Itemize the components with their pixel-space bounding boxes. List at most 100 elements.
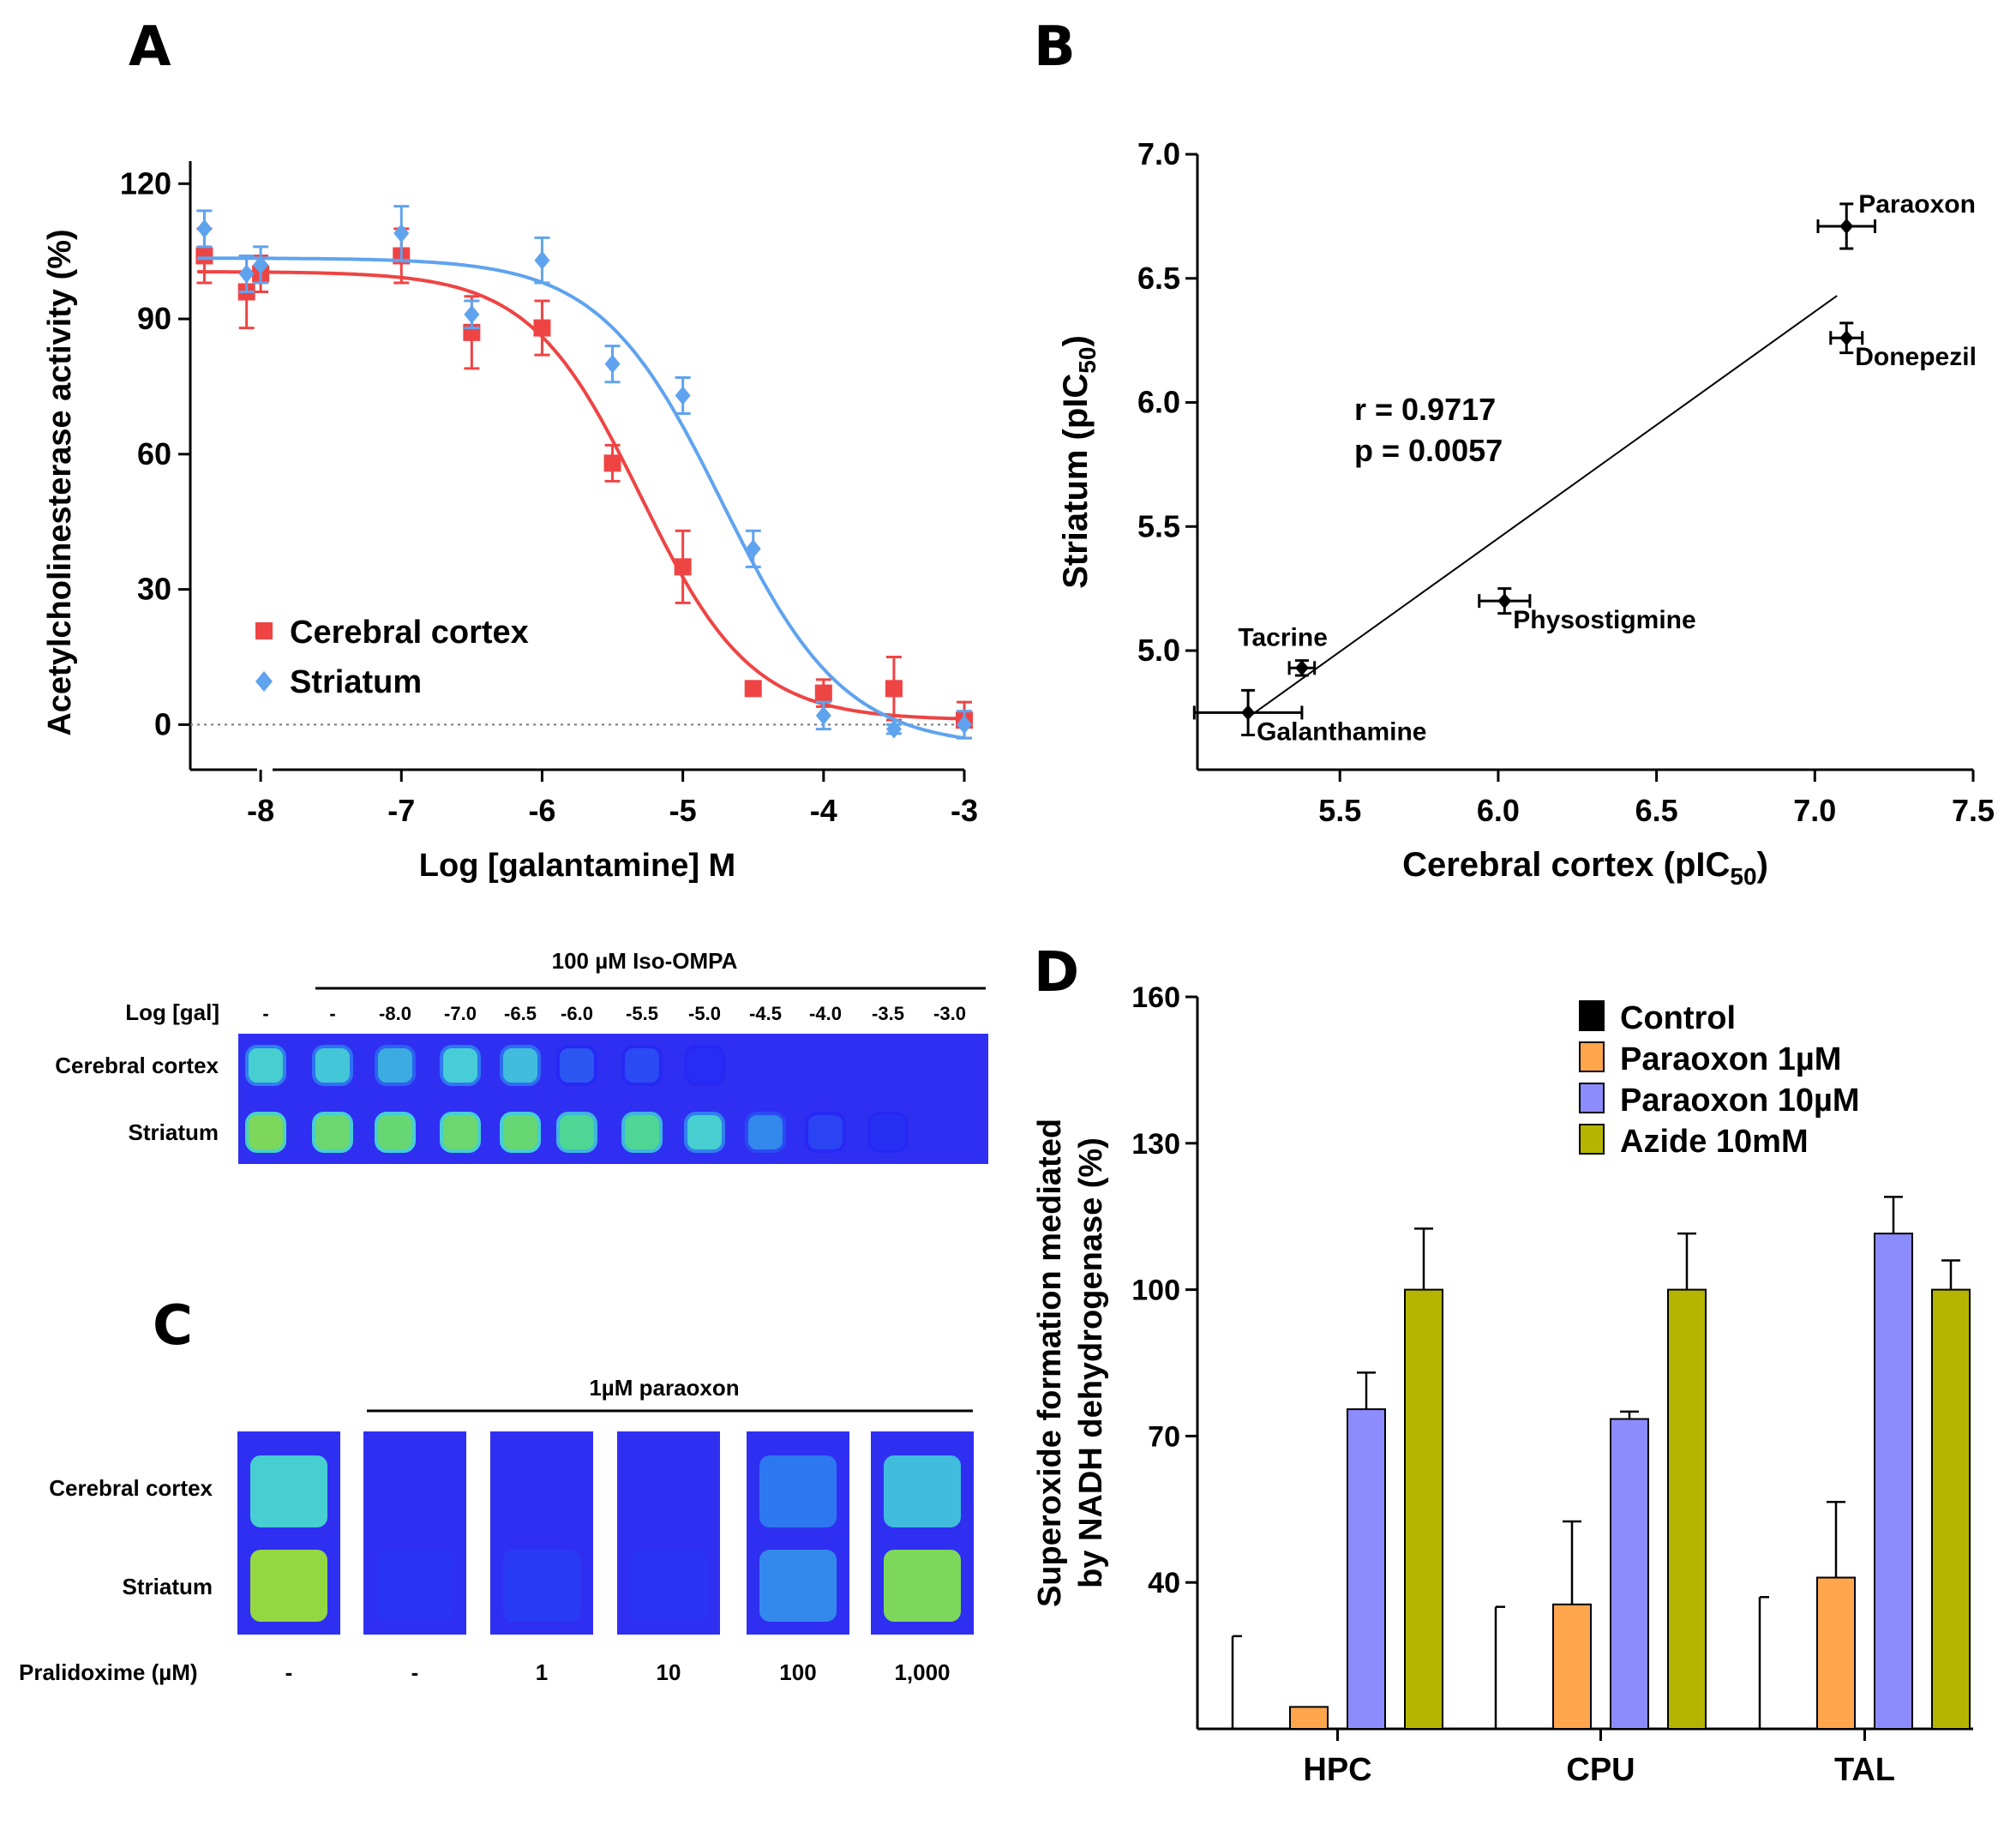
data-point-striatum: [196, 219, 213, 238]
blot1-spot: [375, 1045, 416, 1086]
blot2-spot-top: [884, 1455, 961, 1527]
blot2-spot-top: [759, 1455, 837, 1527]
x-tick-label: 7.5: [1952, 793, 1995, 828]
blot1-spot: [500, 1045, 541, 1086]
point-label-donepezil: Donepezil: [1855, 343, 1977, 371]
y-tick-label: 90: [137, 301, 171, 336]
data-point-striatum: [253, 255, 269, 274]
bar-paraoxon-1-m: [1289, 1706, 1329, 1731]
blot1-spot: [745, 1112, 786, 1153]
blot2-col-label: 100: [779, 1659, 816, 1685]
blot1-col-label: -4.5: [749, 1003, 782, 1024]
point-label-tacrine: Tacrine: [1238, 623, 1328, 651]
bar-azide-10mm: [1667, 1288, 1707, 1730]
x-axis-title: Log [galantamine] M: [419, 848, 735, 884]
y-axis-title: Acetylcholinesterase activity (%): [42, 229, 78, 735]
fit-curve-striatum: [197, 256, 963, 740]
legend-swatch-control: [1579, 1000, 1605, 1031]
data-point-striatum: [815, 705, 831, 725]
data-point-striatum: [885, 719, 902, 739]
data-point-galanthamine: [1241, 705, 1256, 721]
x-axis-title-end: ): [1757, 846, 1768, 884]
data-point-striatum: [957, 715, 972, 735]
blot1-spot: [556, 1045, 597, 1086]
blot1-spot: [684, 1112, 725, 1153]
x-axis-title-main: Cerebral cortex (pIC: [1402, 846, 1730, 884]
y-tick-label: 70: [1148, 1420, 1180, 1453]
legend-label-striatum: Striatum: [290, 664, 422, 700]
y-axis-title-end: ): [1057, 335, 1095, 346]
blot2-row-label-striatum: Striatum: [123, 1574, 213, 1599]
data-point-striatum: [238, 264, 255, 284]
data-point-striatum: [604, 354, 621, 374]
blot2-row-label-cerebral-cortex: Cerebral cortex: [49, 1475, 213, 1501]
x-tick-label: -6: [528, 793, 555, 828]
bar-paraoxon-10-m: [1347, 1408, 1386, 1730]
data-point-cerebral-cortex: [814, 684, 832, 702]
chart-d: 40 70 100 130 160 Superoxide formation mediat…: [1032, 981, 1973, 1788]
data-point-cerebral-cortex: [533, 319, 551, 337]
chart-b: 5.0 5.5 6.0 6.5 7.0 5.5 6.0 6.5 7.0 7.5 Cerebral c…: [1057, 136, 1995, 890]
data-point-striatum: [675, 386, 691, 405]
data-point-tacrine: [1294, 660, 1309, 676]
blot2-spot-bottom: [503, 1550, 580, 1622]
blot1-spot: [312, 1112, 353, 1153]
data-point-donepezil: [1839, 330, 1854, 346]
blot2-col-label: 1: [536, 1659, 548, 1685]
blot2-spot-top: [250, 1455, 327, 1527]
blot-iso-ompa: 100 µM Iso-OMPA Log [gal] - - -8.0 -7.0 -6.5 -6…: [55, 948, 988, 1164]
blot1-spot: [245, 1045, 286, 1086]
y-tick-label: 130: [1131, 1128, 1180, 1161]
blot2-spot-bottom: [759, 1550, 837, 1622]
point-label-physostigmine: Physostigmine: [1513, 606, 1695, 634]
blot2-spot-bottom: [630, 1550, 707, 1622]
blot1-membrane: [238, 1034, 988, 1164]
bar-paraoxon-1-m: [1552, 1603, 1592, 1730]
legend-swatch-azide-10mm: [1579, 1124, 1605, 1155]
blot1-spot: [500, 1112, 541, 1153]
x-tick-label: -7: [387, 793, 415, 828]
blot1-col-label: -4.0: [809, 1003, 842, 1024]
y-axis-title-sub: 50: [1074, 347, 1101, 374]
y-tick-label: 0: [154, 706, 171, 741]
panel-label-b: B: [1034, 15, 1076, 79]
blot1-spot: [245, 1112, 286, 1153]
y-tick-label: 6.0: [1137, 385, 1180, 420]
blot2-spot-bottom: [250, 1550, 327, 1622]
x-tick-label: -8: [247, 793, 274, 828]
x-tick-label: 6.0: [1477, 793, 1520, 828]
data-point-paraoxon: [1839, 218, 1854, 234]
blot1-col-label: -3.5: [872, 1003, 904, 1024]
legend-swatch-paraoxon-1-m: [1579, 1041, 1605, 1072]
blot1-spot: [312, 1045, 353, 1086]
data-point-cerebral-cortex: [744, 680, 762, 698]
blot1-spot: [867, 1112, 909, 1153]
legend-marker: [255, 671, 273, 692]
x-axis-title: Cerebral cortex (pIC50): [1402, 846, 1768, 890]
y-tick-label: 5.0: [1137, 633, 1180, 668]
blot1-col-label: -8.0: [379, 1003, 411, 1024]
y-tick-label: 5.5: [1137, 508, 1180, 543]
y-tick-label: 7.0: [1137, 136, 1180, 171]
blot2-col-label: 10: [657, 1659, 681, 1685]
blot2-spot-bottom: [884, 1550, 961, 1622]
legend-label-control: Control: [1620, 1000, 1736, 1036]
y-axis-title: Striatum (pIC50): [1057, 335, 1101, 589]
blot1-col-label: -7.0: [444, 1003, 477, 1024]
blot1-col-label: -5.0: [688, 1003, 721, 1024]
blot1-spot: [684, 1045, 725, 1086]
blot1-col-label: -: [329, 1003, 335, 1024]
data-point-cerebral-cortex: [195, 247, 213, 265]
data-point-physostigmine: [1497, 593, 1512, 609]
x-category-label-cpu: CPU: [1566, 1752, 1635, 1788]
point-label-galanthamine: Galanthamine: [1257, 717, 1426, 746]
blot1-spot: [621, 1045, 663, 1086]
x-tick-label: -4: [810, 793, 837, 828]
y-axis-title-line1: Superoxide formation mediated: [1032, 1119, 1068, 1607]
data-point-striatum: [745, 539, 761, 559]
blot1-spot: [440, 1112, 481, 1153]
x-category-label-hpc: HPC: [1303, 1752, 1371, 1788]
blot1-col-label: -5.5: [626, 1003, 658, 1024]
blot1-spot: [621, 1112, 663, 1153]
